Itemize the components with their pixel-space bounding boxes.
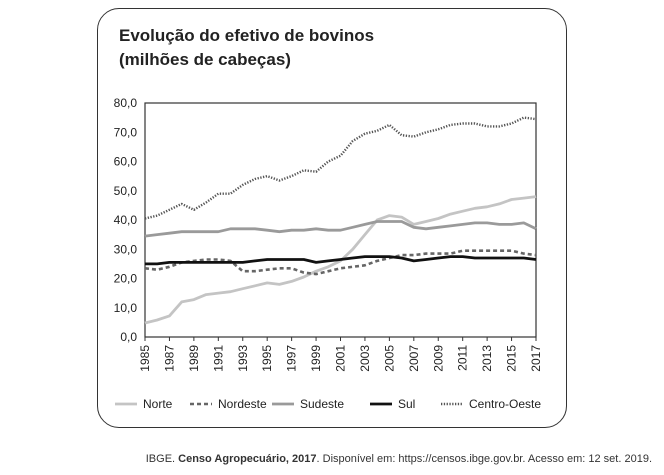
y-tick-label: 40,0: [114, 213, 138, 227]
chart-subtitle: (milhões de cabeças): [119, 50, 291, 69]
source-title: Censo Agropecuário, 2017: [178, 453, 317, 465]
legend-label: Sul: [398, 397, 415, 411]
legend-label: Nordeste: [218, 397, 267, 411]
x-tick-label: 2015: [505, 345, 519, 372]
y-tick-label: 80,0: [114, 96, 138, 110]
x-tick-label: 2013: [480, 345, 494, 372]
y-tick-label: 10,0: [114, 301, 138, 315]
chart-frame: [97, 8, 567, 428]
chart-title: Evolução do efetivo de bovinos: [119, 26, 374, 45]
x-tick-label: 1995: [260, 345, 274, 372]
y-axis-ticks: 0,0 10,0 20,0 30,0 40,0 50,0 60,0 70,0 80,0: [114, 96, 138, 344]
y-tick-label: 0,0: [120, 330, 137, 344]
legend-label: Sudeste: [300, 397, 344, 411]
x-tick-label: 1993: [236, 345, 250, 372]
plot-area: [144, 102, 537, 338]
x-tick-label: 2003: [358, 345, 372, 372]
source-suffix: . Disponível em: https://censos.ibge.gov…: [316, 453, 652, 465]
legend: Norte Nordeste Sudeste Sul Centro-Oeste: [115, 397, 541, 411]
y-tick-label: 70,0: [114, 125, 138, 139]
series-line-nordeste: [144, 249, 537, 276]
legend-label: Norte: [143, 397, 173, 411]
series-lines: [144, 116, 537, 325]
x-tick-label: 2005: [382, 345, 396, 372]
y-tick-label: 60,0: [114, 155, 138, 169]
legend-label: Centro-Oeste: [469, 397, 541, 411]
x-tick-label: 2009: [431, 345, 445, 372]
series-line-sul: [145, 255, 537, 266]
y-tick-label: 20,0: [114, 272, 138, 286]
x-tick-label: 1989: [187, 345, 201, 372]
source-citation: IBGE. Censo Agropecuário, 2017. Disponív…: [0, 453, 652, 465]
y-tick-label: 50,0: [114, 184, 138, 198]
x-axis-ticks: 1985 1987 1989 1991 1993 1995 1997 1999 2001 2003…: [138, 337, 543, 372]
x-tick-label: 2011: [456, 345, 470, 371]
x-tick-label: 2007: [407, 345, 421, 372]
x-tick-label: 1991: [211, 345, 225, 372]
series-line-centro-oeste: [144, 116, 537, 220]
y-tick-label: 30,0: [114, 242, 138, 256]
x-tick-label: 1997: [285, 345, 299, 372]
series-line-sudeste: [144, 220, 537, 238]
x-tick-label: 1987: [162, 345, 176, 372]
x-tick-label: 2017: [529, 345, 543, 372]
x-tick-label: 1999: [309, 345, 323, 372]
x-tick-label: 2001: [334, 345, 348, 372]
x-tick-label: 1985: [138, 345, 152, 372]
source-prefix: IBGE.: [145, 453, 179, 465]
